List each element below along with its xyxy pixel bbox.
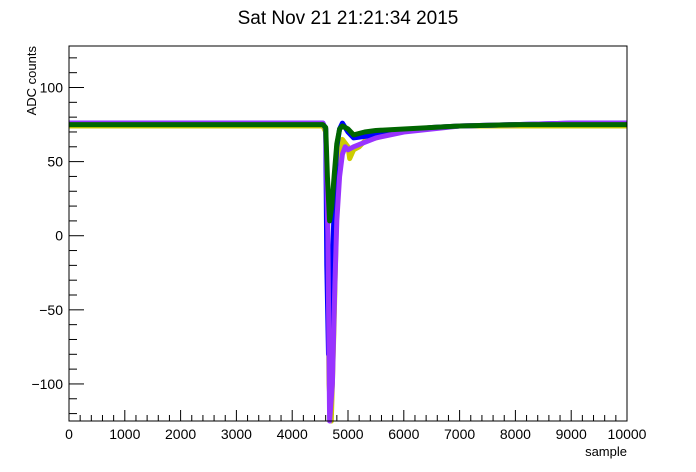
series-line-1 [69,123,627,424]
x-tick-label: 8000 [500,426,531,442]
series-line-3 [69,120,627,424]
x-axis-label: sample [585,444,627,459]
y-tick-label: 100 [40,80,64,96]
y-tick-label: −100 [31,376,63,392]
x-tick-label: 5000 [332,426,363,442]
x-tick-label: 4000 [277,426,308,442]
series-layer [69,120,627,424]
chart-title: Sat Nov 21 21:21:34 2015 [238,8,459,29]
x-tick-label: 2000 [165,426,196,442]
x-tick-label: 6000 [388,426,419,442]
x-tick-label: 10000 [608,426,647,442]
y-tick-label: 0 [55,228,63,244]
plot-frame [68,45,628,422]
x-tick-label: 3000 [221,426,252,442]
y-axis-label: ADC counts [24,46,39,116]
x-tick-label: 7000 [444,426,475,442]
series-line-4 [69,122,627,224]
x-tick-label: 1000 [109,426,140,442]
y-tick-label: −50 [39,302,63,318]
y-tick-label: 50 [47,154,63,170]
x-tick-label: 0 [65,426,73,442]
tick-layer: 0 1000 2000 3000 4000 5000 6000 7000 8000 9000 100… [31,57,647,442]
x-tick-label: 9000 [556,426,587,442]
